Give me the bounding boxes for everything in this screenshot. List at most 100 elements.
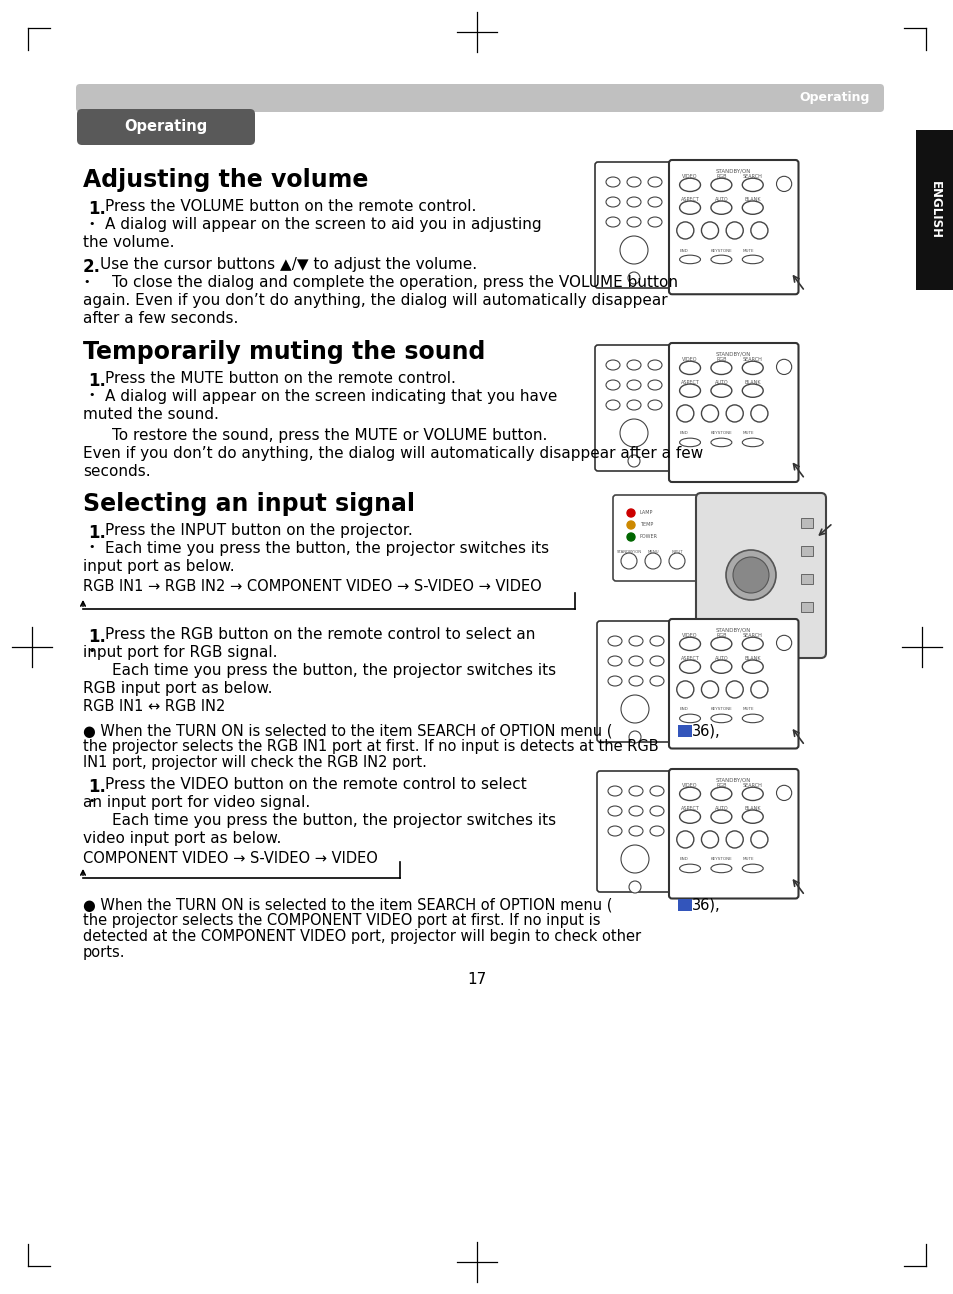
Ellipse shape bbox=[649, 806, 663, 817]
Bar bbox=[915, 129, 953, 290]
Ellipse shape bbox=[605, 197, 619, 207]
Text: BLANK: BLANK bbox=[743, 806, 760, 811]
FancyBboxPatch shape bbox=[696, 493, 825, 659]
Circle shape bbox=[776, 176, 791, 192]
Ellipse shape bbox=[710, 714, 731, 723]
Ellipse shape bbox=[605, 360, 619, 370]
Circle shape bbox=[676, 831, 693, 848]
Ellipse shape bbox=[628, 806, 642, 817]
Ellipse shape bbox=[741, 255, 762, 264]
Text: RGB IN1 ↔ RGB IN2: RGB IN1 ↔ RGB IN2 bbox=[83, 699, 225, 714]
Ellipse shape bbox=[679, 660, 700, 673]
Text: 1.: 1. bbox=[88, 778, 106, 796]
Text: ● When the TURN ON is selected to the item SEARCH of OPTION menu (: ● When the TURN ON is selected to the it… bbox=[83, 897, 612, 912]
Ellipse shape bbox=[647, 177, 661, 188]
Text: •: • bbox=[88, 542, 94, 553]
Ellipse shape bbox=[679, 637, 700, 651]
Ellipse shape bbox=[626, 360, 640, 370]
Circle shape bbox=[627, 455, 639, 467]
Ellipse shape bbox=[741, 361, 762, 374]
Ellipse shape bbox=[628, 826, 642, 836]
Ellipse shape bbox=[679, 810, 700, 823]
Ellipse shape bbox=[679, 864, 700, 872]
Text: LAMP: LAMP bbox=[639, 511, 653, 515]
Text: •: • bbox=[88, 646, 94, 656]
Text: SEARCH: SEARCH bbox=[742, 175, 761, 180]
Text: A dialog will appear on the screen indicating that you have: A dialog will appear on the screen indic… bbox=[105, 389, 557, 404]
Text: STANDBY/ON: STANDBY/ON bbox=[716, 168, 751, 173]
Bar bbox=[801, 546, 812, 556]
Circle shape bbox=[668, 553, 684, 569]
Ellipse shape bbox=[710, 361, 731, 374]
Text: RGB: RGB bbox=[716, 633, 726, 638]
Bar bbox=[801, 518, 812, 528]
Ellipse shape bbox=[741, 637, 762, 651]
Ellipse shape bbox=[607, 635, 621, 646]
Text: Press the RGB button on the remote control to select an: Press the RGB button on the remote contr… bbox=[105, 628, 535, 642]
Circle shape bbox=[619, 419, 647, 446]
Ellipse shape bbox=[649, 826, 663, 836]
Text: •: • bbox=[88, 796, 94, 806]
Ellipse shape bbox=[649, 675, 663, 686]
Ellipse shape bbox=[605, 400, 619, 410]
Text: VIDEO: VIDEO bbox=[681, 357, 697, 362]
Circle shape bbox=[750, 405, 767, 422]
Text: STANDBY/ON: STANDBY/ON bbox=[716, 628, 751, 631]
Ellipse shape bbox=[607, 675, 621, 686]
Ellipse shape bbox=[607, 785, 621, 796]
Ellipse shape bbox=[710, 660, 731, 673]
Text: VIDEO: VIDEO bbox=[681, 633, 697, 638]
Text: Selecting an input signal: Selecting an input signal bbox=[83, 492, 415, 516]
FancyBboxPatch shape bbox=[595, 345, 672, 471]
Text: SEARCH: SEARCH bbox=[742, 633, 761, 638]
Ellipse shape bbox=[679, 787, 700, 801]
Text: an input port for video signal.: an input port for video signal. bbox=[83, 795, 310, 810]
Ellipse shape bbox=[628, 785, 642, 796]
Text: BLANK: BLANK bbox=[743, 380, 760, 386]
Ellipse shape bbox=[647, 380, 661, 389]
Text: Operating: Operating bbox=[124, 119, 208, 135]
Text: END: END bbox=[679, 858, 688, 862]
Text: RGB IN1 → RGB IN2 → COMPONENT VIDEO → S-VIDEO → VIDEO: RGB IN1 → RGB IN2 → COMPONENT VIDEO → S-… bbox=[83, 578, 541, 594]
Text: Adjusting the volume: Adjusting the volume bbox=[83, 168, 368, 192]
Text: KEYSTONE: KEYSTONE bbox=[710, 708, 732, 712]
Text: VIDEO: VIDEO bbox=[681, 783, 697, 788]
Text: POWER: POWER bbox=[639, 534, 658, 540]
Text: RGB input port as below.: RGB input port as below. bbox=[83, 681, 273, 696]
Text: Temporarily muting the sound: Temporarily muting the sound bbox=[83, 340, 485, 364]
Text: ASPECT: ASPECT bbox=[679, 806, 699, 811]
Text: input port as below.: input port as below. bbox=[83, 559, 234, 575]
Text: Operating: Operating bbox=[799, 92, 869, 105]
Circle shape bbox=[725, 550, 775, 600]
Bar bbox=[678, 899, 691, 911]
Text: To restore the sound, press the MUTE or VOLUME button.: To restore the sound, press the MUTE or … bbox=[112, 428, 547, 443]
Text: STANDBY/ON: STANDBY/ON bbox=[716, 778, 751, 782]
Ellipse shape bbox=[710, 439, 731, 446]
Ellipse shape bbox=[710, 787, 731, 801]
Text: 1.: 1. bbox=[88, 371, 106, 389]
Circle shape bbox=[676, 681, 693, 697]
Circle shape bbox=[626, 521, 635, 529]
Ellipse shape bbox=[605, 177, 619, 188]
Text: Each time you press the button, the projector switches its: Each time you press the button, the proj… bbox=[112, 813, 556, 828]
Circle shape bbox=[732, 556, 768, 593]
Circle shape bbox=[628, 731, 640, 743]
FancyBboxPatch shape bbox=[668, 619, 798, 748]
Text: 36),: 36), bbox=[691, 897, 720, 912]
Text: MUTE: MUTE bbox=[741, 248, 753, 252]
Text: 1.: 1. bbox=[88, 201, 106, 217]
Text: ENGLISH: ENGLISH bbox=[927, 181, 941, 239]
Text: AUTO: AUTO bbox=[714, 380, 727, 386]
Text: •: • bbox=[83, 277, 90, 287]
Ellipse shape bbox=[628, 635, 642, 646]
Ellipse shape bbox=[647, 197, 661, 207]
Ellipse shape bbox=[741, 201, 762, 215]
Circle shape bbox=[700, 831, 718, 848]
Text: SEARCH: SEARCH bbox=[742, 783, 761, 788]
FancyBboxPatch shape bbox=[668, 343, 798, 481]
Circle shape bbox=[626, 509, 635, 518]
Circle shape bbox=[700, 681, 718, 697]
Text: Use the cursor buttons ▲/▼ to adjust the volume.: Use the cursor buttons ▲/▼ to adjust the… bbox=[100, 258, 476, 272]
Text: ASPECT: ASPECT bbox=[679, 656, 699, 661]
Ellipse shape bbox=[607, 656, 621, 666]
